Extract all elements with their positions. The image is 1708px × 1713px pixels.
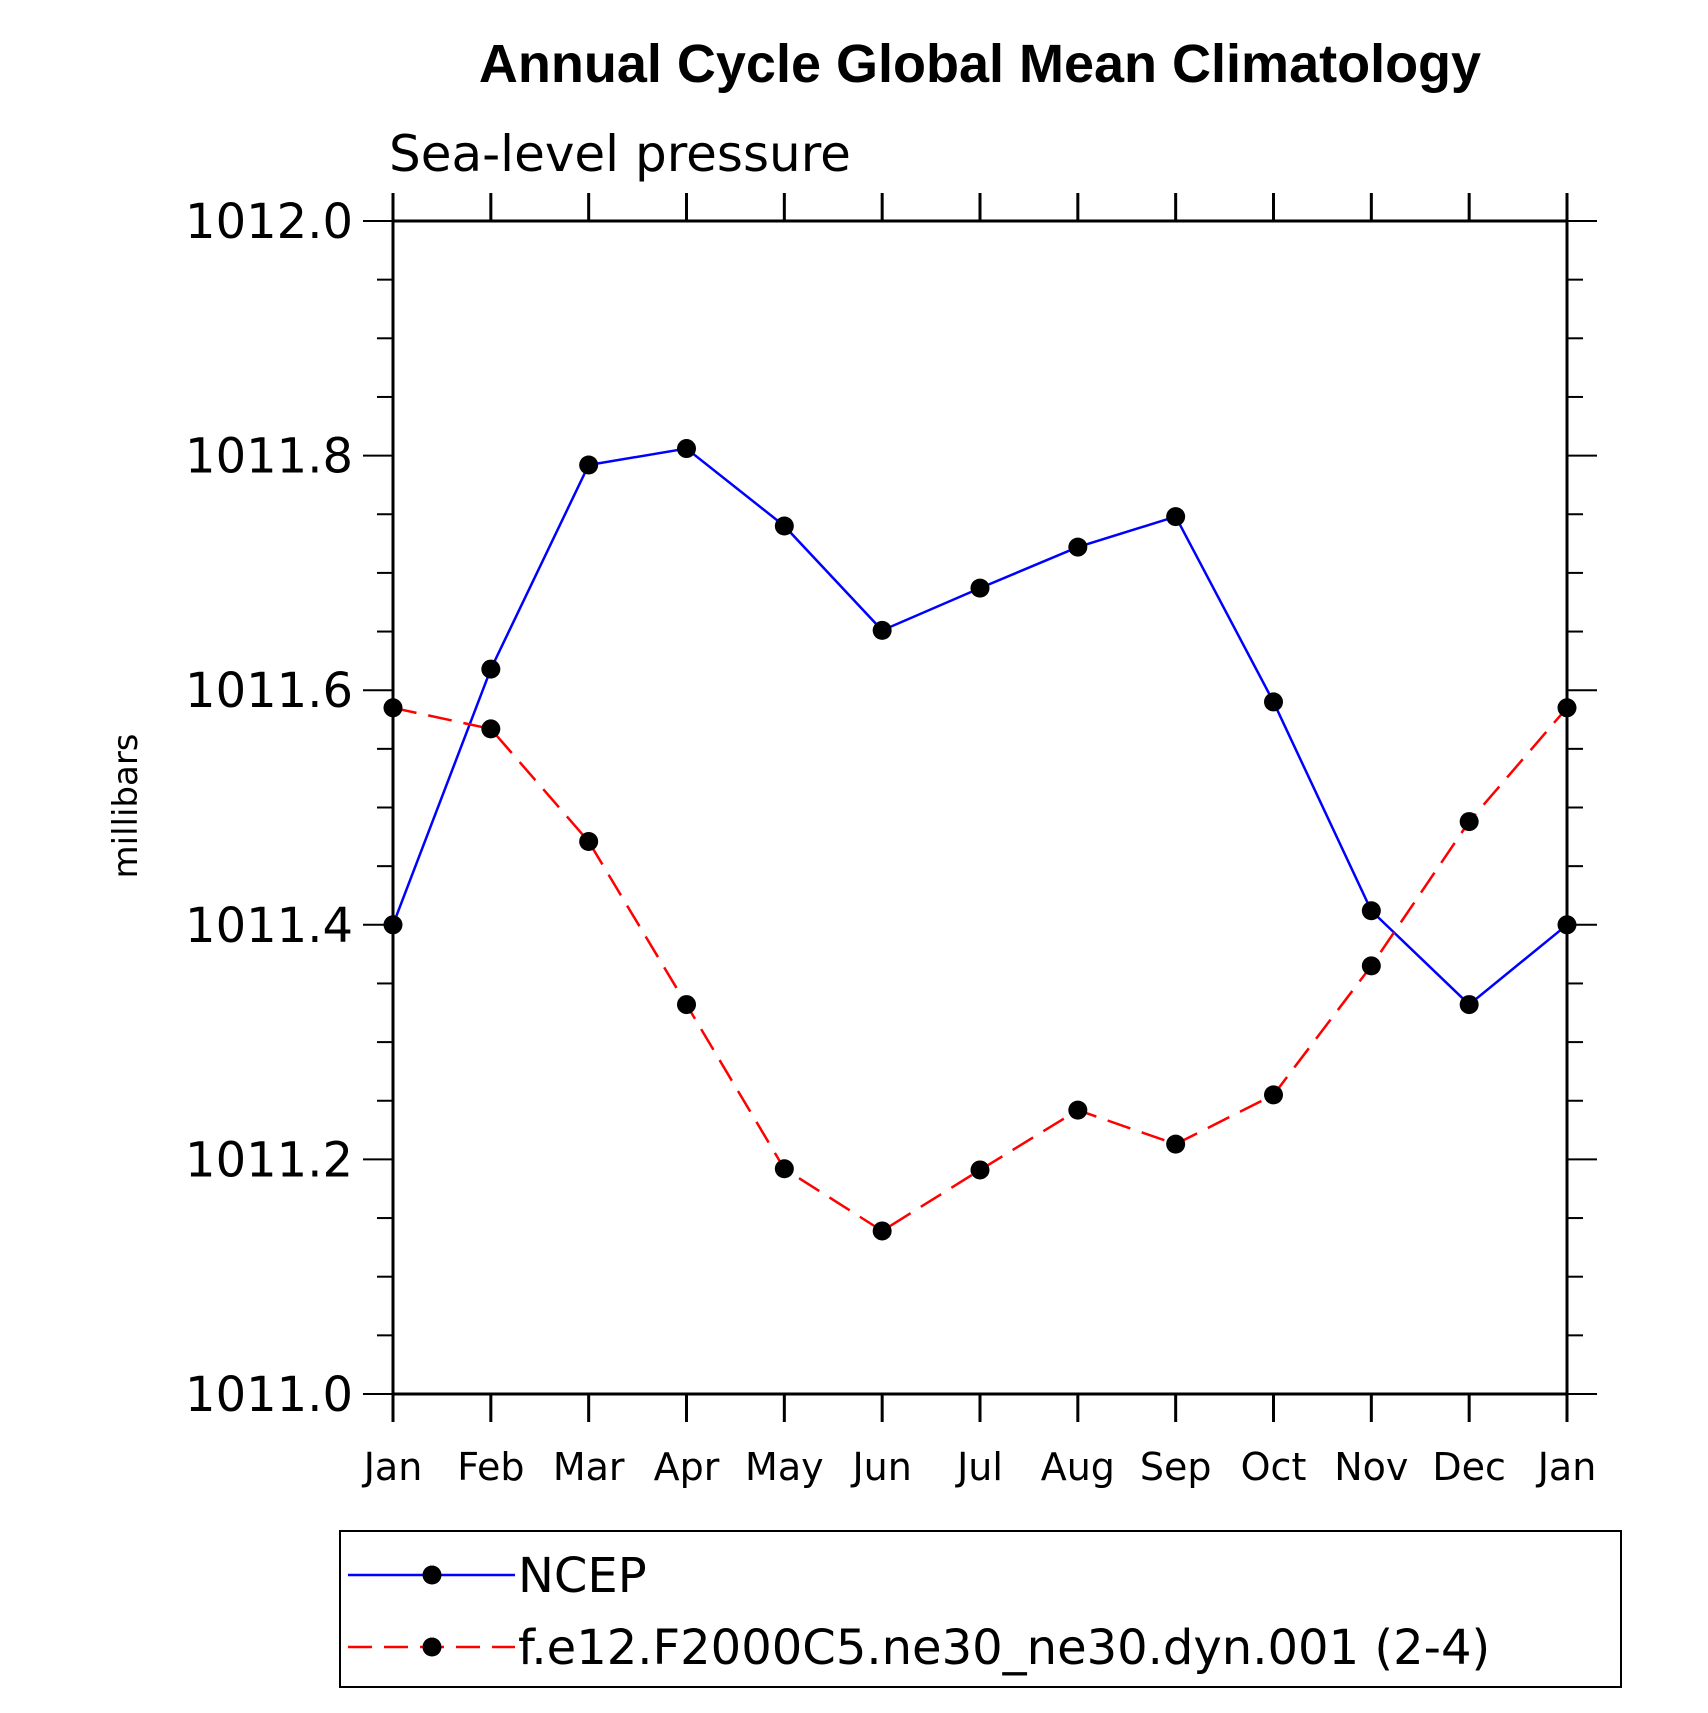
axes: Jan Feb Mar Apr May Jun Jul Aug Sep Oct Nov Dec Jan1… bbox=[185, 193, 1597, 1489]
legend-swatch-marker bbox=[422, 1637, 442, 1657]
plot-area bbox=[383, 439, 1577, 1241]
x-tick-label: Jan bbox=[1536, 1445, 1597, 1489]
chart-subtitle: Sea-level pressure bbox=[389, 125, 851, 183]
data-point bbox=[1166, 1134, 1186, 1154]
x-tick-label: May bbox=[745, 1445, 824, 1489]
data-point bbox=[481, 719, 501, 739]
data-point bbox=[872, 620, 892, 640]
data-point bbox=[1068, 537, 1088, 557]
legend-box bbox=[339, 1530, 1622, 1688]
chart-title: Annual Cycle Global Mean Climatology bbox=[479, 34, 1481, 94]
x-tick-label: Nov bbox=[1334, 1445, 1408, 1489]
data-point bbox=[1459, 812, 1479, 832]
data-point bbox=[481, 659, 501, 679]
y-tick-label: 1011.4 bbox=[185, 898, 353, 954]
x-tick-label: Apr bbox=[654, 1445, 720, 1489]
x-tick-label: Dec bbox=[1432, 1445, 1506, 1489]
legend-label: NCEP bbox=[518, 1548, 647, 1604]
x-tick-label: Aug bbox=[1041, 1445, 1115, 1489]
data-point bbox=[774, 516, 794, 536]
x-tick-label: Feb bbox=[457, 1445, 524, 1489]
plot-frame bbox=[391, 219, 1569, 1396]
x-tick-label: Jun bbox=[850, 1445, 911, 1489]
data-point bbox=[970, 1160, 990, 1180]
x-tick-label: Sep bbox=[1140, 1445, 1212, 1489]
data-point bbox=[1166, 507, 1186, 527]
data-point bbox=[677, 439, 696, 459]
data-point bbox=[1361, 901, 1381, 921]
data-point bbox=[1068, 1100, 1088, 1120]
y-axis-label: millibars bbox=[106, 733, 146, 878]
data-point bbox=[579, 832, 599, 852]
data-point bbox=[1264, 692, 1283, 712]
x-tick-label: Oct bbox=[1241, 1445, 1307, 1489]
y-tick-label: 1011.8 bbox=[185, 429, 353, 485]
y-tick-label: 1011.0 bbox=[185, 1367, 353, 1423]
series-line bbox=[391, 447, 1568, 1007]
data-point bbox=[1264, 1085, 1283, 1105]
data-point bbox=[774, 1159, 794, 1179]
data-point bbox=[1361, 956, 1381, 976]
data-point bbox=[383, 915, 403, 935]
legend-label: f.e12.F2000C5.ne30_ne30.dyn.001 (2-4) bbox=[518, 1620, 1490, 1676]
data-point bbox=[383, 698, 403, 718]
y-tick-label: 1011.2 bbox=[185, 1132, 353, 1188]
x-tick-label: Mar bbox=[553, 1445, 625, 1489]
series-line bbox=[392, 706, 1568, 1233]
y-tick-label: 1011.6 bbox=[185, 663, 353, 719]
data-point bbox=[1459, 995, 1479, 1015]
data-point bbox=[677, 995, 696, 1015]
data-point bbox=[579, 455, 599, 475]
y-tick-label: 1012.0 bbox=[185, 194, 353, 250]
x-tick-label: Jul bbox=[955, 1445, 1003, 1489]
series-1 bbox=[383, 439, 1577, 1015]
x-tick-label: Jan bbox=[362, 1445, 423, 1489]
data-point bbox=[970, 578, 990, 598]
legend: NCEP f.e12.F2000C5.ne30_ne30.dyn.001 (2-4… bbox=[339, 1530, 1622, 1688]
legend-swatch-marker bbox=[422, 1565, 442, 1585]
data-point bbox=[1557, 698, 1577, 718]
data-point bbox=[872, 1221, 892, 1241]
data-point bbox=[1557, 915, 1577, 935]
series-2 bbox=[383, 698, 1577, 1241]
